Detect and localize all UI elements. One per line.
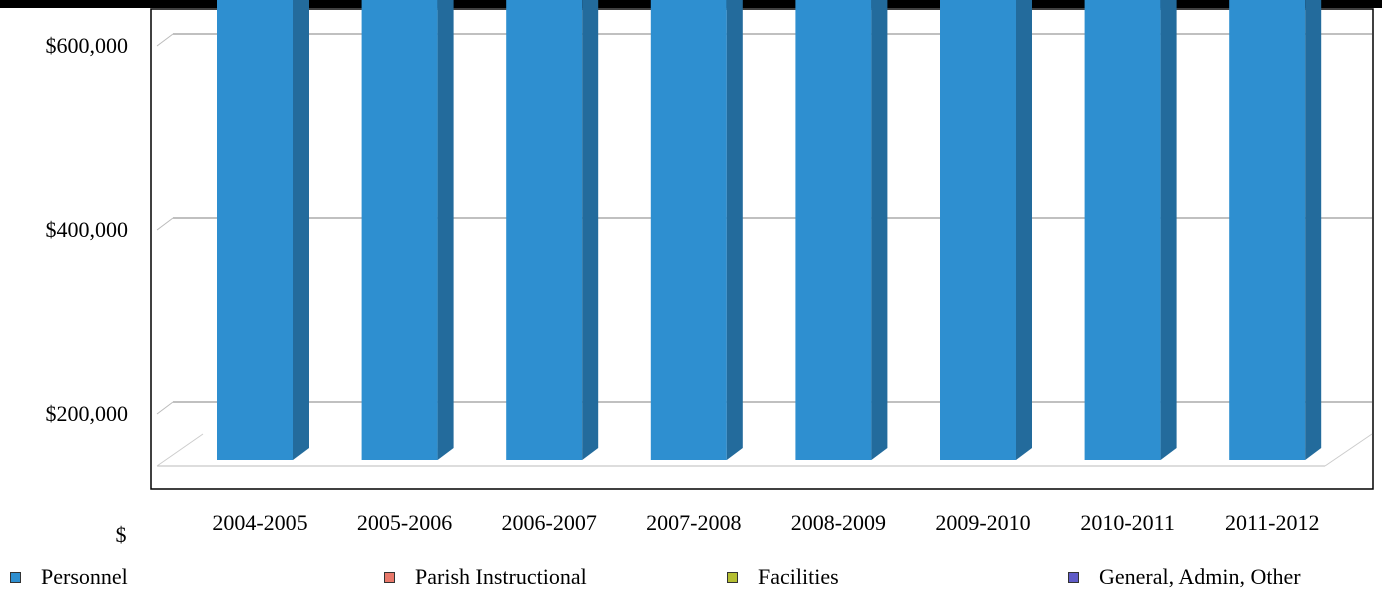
x-tick-label: 2009-2010 <box>935 510 1030 535</box>
x-tick-label: 2007-2008 <box>646 510 741 535</box>
y-tick-label: $400,000 <box>46 217 129 242</box>
legend-item-facilities: Facilities <box>727 564 839 590</box>
bar-side-personnel <box>871 0 888 460</box>
bar-side-personnel <box>726 0 743 460</box>
legend-swatch-parish-instructional <box>384 571 395 583</box>
y-tick-labels: $200,000$400,000$600,000$800,000$1,000,0… <box>46 33 129 426</box>
bar-side-personnel <box>293 0 309 460</box>
x-tick-label: 2011-2012 <box>1225 510 1320 535</box>
bar-2006-2007 <box>506 0 599 460</box>
bar-2005-2006 <box>361 0 454 461</box>
bar-2009-2010 <box>940 0 1032 460</box>
legend-label-parish-instructional: Parish Instructional <box>415 564 587 589</box>
bar-segment-personnel <box>1229 0 1306 460</box>
floor-right-edge <box>1324 433 1373 467</box>
bar-segment-personnel <box>361 0 438 461</box>
x-tick-label: 2006-2007 <box>502 510 597 535</box>
bar-segment-personnel <box>506 0 583 460</box>
bar-segment-personnel <box>1084 0 1161 461</box>
bar-2010-2011 <box>1084 0 1177 461</box>
gridline-side <box>156 401 174 415</box>
legend: Personnel Parish Instructional Facilitie… <box>0 564 1382 592</box>
bar-2004-2005 <box>217 0 309 460</box>
bar-segment-personnel <box>650 0 727 461</box>
legend-item-general-admin-other: General, Admin, Other <box>1068 564 1301 590</box>
x-tick-label: 2004-2005 <box>212 510 307 535</box>
y-axis-bottom-label: $ <box>116 522 127 547</box>
floor-left-edge <box>156 433 204 467</box>
legend-item-personnel: Personnel <box>10 564 128 590</box>
bar-segment-personnel <box>795 0 872 461</box>
legend-label-general-admin-other: General, Admin, Other <box>1099 564 1301 589</box>
legend-label-facilities: Facilities <box>758 564 839 589</box>
gridline-side <box>156 33 174 47</box>
x-tick-label: 2005-2006 <box>357 510 452 535</box>
legend-label-personnel: Personnel <box>41 564 128 589</box>
legend-swatch-personnel <box>10 571 21 583</box>
plot-frame <box>150 8 1374 490</box>
bar-2008-2009 <box>795 0 888 461</box>
bar-side-personnel <box>437 0 454 460</box>
bar-side-personnel <box>1016 0 1032 460</box>
legend-swatch-general-admin-other <box>1068 571 1079 583</box>
bar-side-personnel <box>1160 0 1177 460</box>
bar-2007-2008 <box>650 0 743 461</box>
x-tick-label: 2010-2011 <box>1080 510 1175 535</box>
gridline-side <box>156 217 174 231</box>
y-tick-label: $200,000 <box>46 401 129 426</box>
stacked-bar-chart: $200,000$400,000$600,000$800,000$1,000,0… <box>46 0 1374 547</box>
bar-side-personnel <box>582 0 599 460</box>
legend-swatch-facilities <box>727 571 738 583</box>
bar-2011-2012 <box>1229 0 1322 460</box>
y-tick-label: $600,000 <box>46 33 129 58</box>
x-tick-label: 2008-2009 <box>791 510 886 535</box>
legend-item-parish-instructional: Parish Instructional <box>384 564 587 590</box>
bar-segment-personnel <box>940 0 1016 460</box>
bar-segment-personnel <box>217 0 293 460</box>
bar-side-personnel <box>1305 0 1322 460</box>
x-tick-labels: 2004-2005 2005-2006 2006-2007 2007-2008 2008… <box>212 510 1319 535</box>
bars-layer <box>217 0 1322 461</box>
